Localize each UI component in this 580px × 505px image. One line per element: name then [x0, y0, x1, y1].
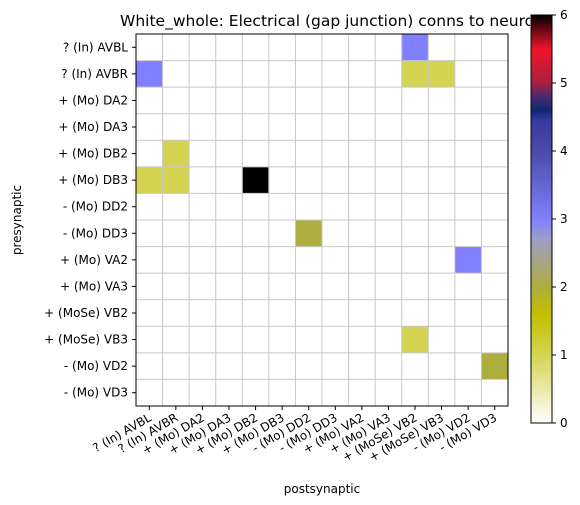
colorbar-ticks: 0 1 2 3 4 5 6: [552, 8, 568, 430]
y-tick-label: + (Mo) DA3: [58, 120, 128, 134]
x-axis-ticks: [148, 406, 496, 410]
y-tick-label: ? (In) AVBR: [61, 67, 128, 81]
heatmap-grid: [136, 34, 508, 406]
plot-frame: [135, 33, 509, 407]
heatmap-cell: [136, 60, 163, 88]
y-tick-label: + (Mo) DB2: [58, 147, 128, 161]
y-tick-label: + (Mo) VA3: [60, 279, 128, 293]
chart-title: White_whole: Electrical (gap junction) c…: [120, 12, 534, 31]
heatmap-cell: [401, 326, 429, 353]
colorbar-tick-label: 6: [560, 8, 568, 22]
heatmap-cell: [401, 34, 429, 61]
y-tick-label: + (Mo) VA2: [60, 253, 128, 267]
colorbar-tick-label: 3: [560, 212, 568, 226]
heatmap-cell: [481, 352, 508, 380]
colorbar-tick-label: 1: [560, 348, 568, 362]
y-tick-label: + (Mo) DB3: [58, 173, 128, 187]
colorbar-tick-label: 5: [560, 76, 568, 90]
heatmap-cell: [428, 60, 455, 88]
y-tick-label: + (MoSe) VB2: [44, 306, 128, 320]
heatmap-cell: [401, 60, 429, 88]
heatmap-cell: [242, 166, 269, 194]
heatmap-cells: [136, 34, 508, 380]
y-tick-label: - (Mo) VD2: [64, 359, 128, 373]
colorbar-tick-label: 4: [560, 144, 568, 158]
colorbar-tick-label: 2: [560, 280, 568, 294]
colorbar: [530, 14, 553, 424]
y-axis-ticks: [132, 46, 136, 394]
x-axis-label: postsynaptic: [284, 482, 360, 496]
y-tick-label: - (Mo) VD3: [64, 386, 128, 400]
heatmap-cell: [162, 166, 190, 194]
heatmap-cell: [162, 140, 190, 167]
y-tick-label: + (MoSe) VB3: [44, 333, 128, 347]
y-axis-label: presynaptic: [10, 185, 24, 255]
colorbar-tick-label: 0: [560, 416, 568, 430]
heatmap-cell: [295, 220, 322, 247]
heatmap-cell: [136, 166, 163, 194]
y-tick-label: - (Mo) DD2: [63, 200, 128, 214]
x-tick-labels: ? (In) AVBL? (In) AVBR+ (Mo) DA2+ (Mo) D…: [90, 410, 499, 464]
y-tick-label: + (Mo) DA2: [58, 93, 128, 107]
y-tick-label: ? (In) AVBL: [63, 40, 128, 54]
heatmap-cell: [454, 246, 482, 274]
y-tick-label: - (Mo) DD3: [63, 226, 128, 240]
y-tick-labels: ? (In) AVBL ? (In) AVBR + (Mo) DA2 + (Mo) D…: [44, 40, 128, 399]
